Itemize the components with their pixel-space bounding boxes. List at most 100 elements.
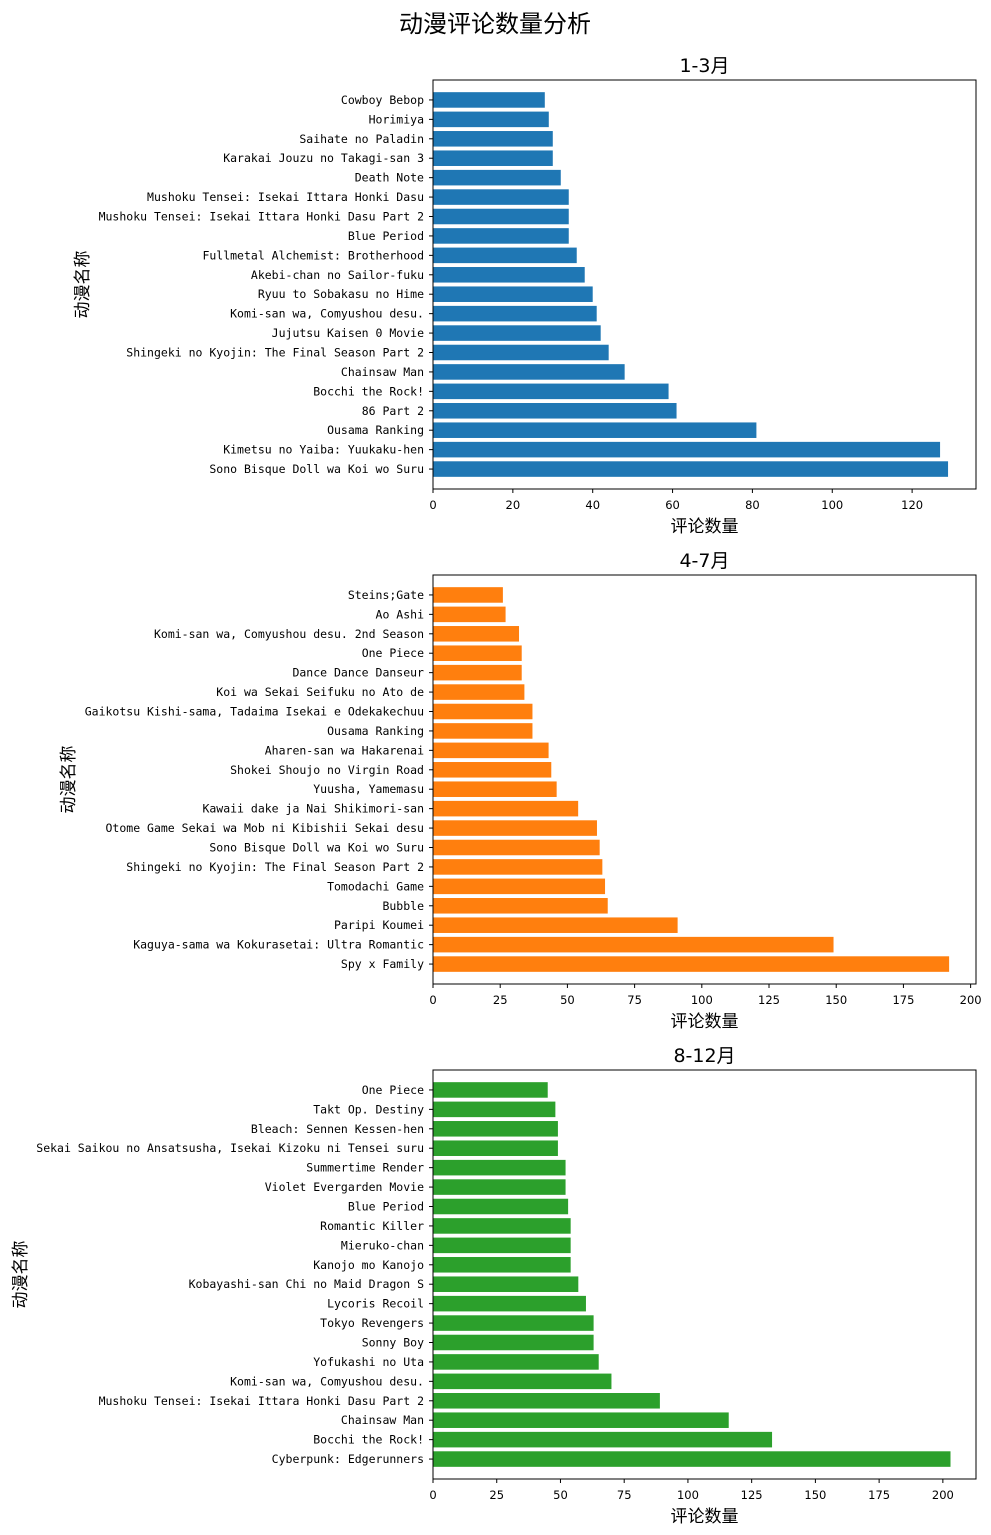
- x-tick-label: 150: [804, 1488, 826, 1502]
- category-label: Gaikotsu Kishi-sama, Tadaima Isekai e Od…: [85, 705, 424, 719]
- bar: [433, 228, 569, 244]
- category-label: Kaguya-sama wa Kokurasetai: Ultra Romant…: [133, 938, 424, 952]
- category-label: Mushoku Tensei: Isekai Ittara Honki Dasu…: [99, 1394, 424, 1408]
- bar: [433, 1315, 594, 1331]
- bar: [433, 898, 608, 914]
- bar: [433, 587, 503, 603]
- bar: [433, 1431, 773, 1448]
- category-label: Mushoku Tensei: Isekai Ittara Honki Dasu: [147, 190, 424, 204]
- bar: [433, 344, 609, 361]
- bar: [433, 936, 834, 953]
- category-label: Death Note: [355, 171, 424, 185]
- plot-frame: [432, 79, 977, 490]
- category-label: Chainsaw Man: [341, 365, 424, 379]
- bar: [433, 1198, 569, 1215]
- bar: [433, 1334, 594, 1351]
- x-tick-label: 25: [493, 993, 508, 1007]
- category-label: Bleach: Sennen Kessen-hen: [251, 1122, 424, 1136]
- x-tick-label: 40: [585, 498, 600, 512]
- bar: [433, 917, 678, 933]
- category-label: Bocchi the Rock!: [313, 384, 424, 398]
- x-tick-label: 0: [429, 1488, 436, 1502]
- panels: 1-3月 Sono Bisque Doll wa Koi wo Suru Kimet…: [11, 55, 982, 1527]
- category-label: Tomodachi Game: [327, 879, 424, 893]
- category-label: Sonny Boy: [362, 1335, 424, 1349]
- category-label: Spy x Family: [341, 957, 424, 971]
- plot-frame: [432, 1069, 977, 1480]
- bar: [433, 1159, 566, 1176]
- bar: [433, 403, 677, 419]
- bar: [433, 1393, 660, 1409]
- category-label: Karakai Jouzu no Takagi-san 3: [223, 151, 424, 165]
- bar: [433, 1140, 558, 1156]
- x-tick-label: 100: [677, 1488, 699, 1502]
- x-tick-label: 175: [892, 993, 914, 1007]
- category-label: Cyberpunk: Edgerunners: [272, 1452, 424, 1466]
- bar: [433, 1276, 579, 1292]
- category-label: Shingeki no Kyojin: The Final Season Par…: [126, 860, 424, 874]
- category-label: Sekai Saikou no Ansatsusha, Isekai Kizok…: [36, 1141, 424, 1155]
- category-label: Koi wa Sekai Seifuku no Ato de: [216, 685, 424, 699]
- bar: [433, 781, 557, 797]
- bar: [433, 1237, 571, 1254]
- bar: [433, 1412, 729, 1428]
- bar: [433, 150, 553, 166]
- bar: [433, 305, 597, 322]
- bar: [433, 1179, 566, 1195]
- panel-3: 8-12月 Cyberpunk: Edgerunners Bocchi the Ro…: [11, 1045, 977, 1527]
- category-label: Sono Bisque Doll wa Koi wo Suru: [209, 462, 424, 476]
- x-tick-label: 50: [560, 993, 575, 1007]
- x-tick-label: 80: [745, 498, 760, 512]
- bar: [433, 169, 561, 186]
- bar: [433, 859, 603, 875]
- bar: [433, 1101, 556, 1118]
- category-label: Steins;Gate: [348, 588, 424, 602]
- category-label: Lycoris Recoil: [327, 1297, 424, 1311]
- bar: [433, 1121, 558, 1137]
- bar: [433, 1218, 571, 1234]
- bar: [433, 703, 533, 720]
- y-axis-label: 动漫名称: [73, 251, 93, 319]
- panel-title: 4-7月: [679, 550, 729, 572]
- category-label: Shingeki no Kyojin: The Final Season Par…: [126, 345, 424, 359]
- x-tick-label: 150: [825, 993, 847, 1007]
- category-label: Horimiya: [369, 112, 424, 126]
- plot-frame: [432, 574, 977, 985]
- category-label: Kanojo mo Kanojo: [313, 1258, 424, 1272]
- bar: [433, 762, 552, 778]
- bar: [433, 800, 579, 817]
- bar: [433, 878, 606, 895]
- bar: [433, 820, 597, 836]
- category-label: Jujutsu Kaisen 0 Movie: [272, 326, 424, 340]
- bar: [433, 441, 941, 458]
- x-tick-label: 125: [758, 993, 780, 1007]
- y-axis-label: 动漫名称: [59, 746, 79, 814]
- category-label: Bocchi the Rock!: [313, 1433, 424, 1447]
- bar: [433, 383, 669, 400]
- category-label: One Piece: [362, 646, 424, 660]
- category-label: Paripi Koumei: [334, 918, 424, 932]
- x-axis-label: 评论数量: [671, 1012, 739, 1032]
- panel-2: 4-7月 Spy x Family Kaguya-sama wa Kokuraset…: [59, 550, 982, 1032]
- bar: [433, 626, 520, 642]
- category-label: One Piece: [362, 1083, 424, 1097]
- category-label: Chainsaw Man: [341, 1413, 424, 1427]
- bar: [433, 742, 549, 759]
- category-label: Shokei Shoujo no Virgin Road: [230, 763, 424, 777]
- category-label: Ryuu to Sobakasu no Hime: [258, 287, 424, 301]
- x-tick-label: 100: [821, 498, 843, 512]
- category-label: 86 Part 2: [362, 404, 424, 418]
- category-label: Aharen-san wa Hakarenai: [265, 743, 424, 757]
- category-label: Sono Bisque Doll wa Koi wo Suru: [209, 840, 424, 854]
- bar: [433, 1295, 586, 1312]
- category-label: Summertime Render: [306, 1161, 424, 1175]
- panel-title: 1-3月: [679, 55, 729, 77]
- x-axis-label: 评论数量: [671, 1507, 739, 1527]
- category-label: Romantic Killer: [320, 1219, 424, 1233]
- x-tick-label: 50: [553, 1488, 568, 1502]
- x-tick-label: 100: [691, 993, 713, 1007]
- category-label: Ousama Ranking: [327, 423, 424, 437]
- category-label: Dance Dance Danseur: [292, 666, 424, 680]
- bar: [433, 1082, 548, 1098]
- bar: [433, 364, 625, 380]
